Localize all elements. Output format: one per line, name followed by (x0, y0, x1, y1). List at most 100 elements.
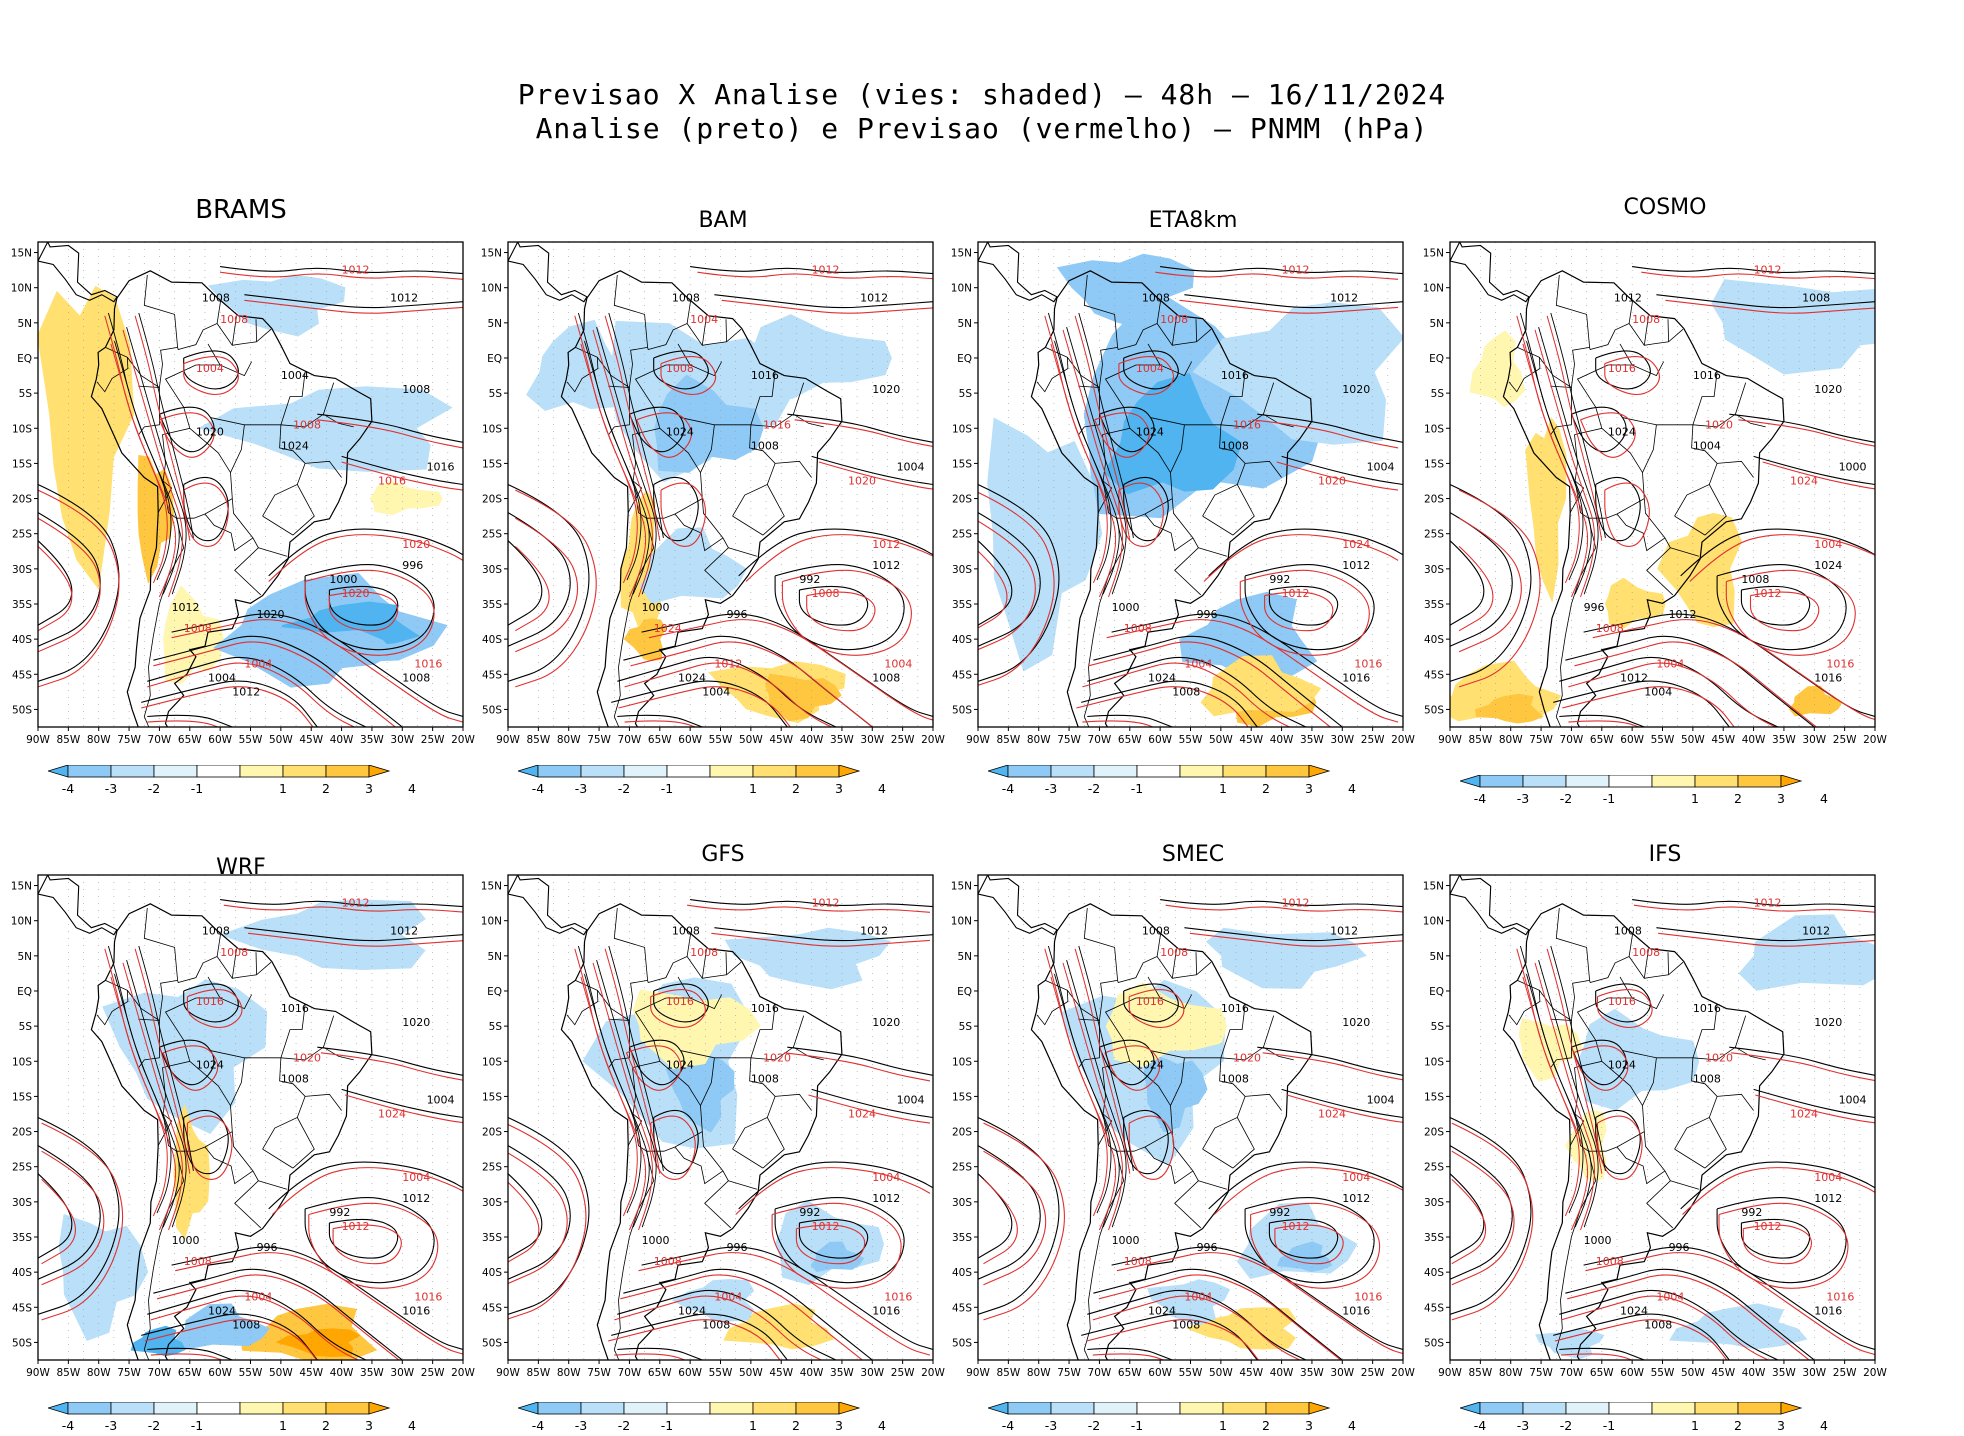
analysis-isobar-label: 1008 (672, 292, 700, 305)
analysis-isobar-label: 1004 (1367, 460, 1395, 473)
country-border (1616, 1146, 1666, 1185)
map-frame: 1008 101210161020102410081004100099699210… (951, 241, 1415, 746)
forecast-isobar (41, 1122, 124, 1321)
colorbar-segment (1265, 765, 1310, 778)
analysis-isobar-label: 1012 (860, 292, 888, 305)
analysis-isobar (1450, 484, 1532, 682)
forecast-isobar (41, 1150, 105, 1286)
colorbar-segment (1479, 775, 1524, 788)
forecast-isobar (978, 550, 1008, 629)
analysis-isobar (328, 585, 399, 626)
country-border (1538, 357, 1572, 388)
analysis-isobar-label: 1008 (751, 439, 779, 452)
lat-tick-label: 35S (952, 1232, 972, 1244)
colorbar-label: -1 (661, 1418, 673, 1433)
lat-tick-label: 10S (952, 1056, 972, 1068)
colorbar: -4 -3 -2 -1 1 2 3 4 (1460, 1402, 1828, 1433)
lon-tick-label: 20W (921, 734, 945, 746)
analysis-isobar-label: 1008 (702, 1318, 730, 1331)
lon-tick-label: 40W (330, 1367, 354, 1379)
country-border (1628, 956, 1684, 979)
analysis-isobar (1087, 1347, 1173, 1360)
lat-tick-label: 10S (12, 1056, 32, 1068)
lon-tick-label: 55W (709, 734, 733, 746)
colorbar-segment (67, 765, 112, 778)
lat-tick-label: 10S (1424, 1056, 1444, 1068)
analysis-isobar (690, 266, 933, 275)
country-border (207, 343, 221, 366)
analysis-isobar (158, 406, 215, 453)
analysis-isobar-label: 992 (329, 1206, 350, 1219)
colorbar-segment (1179, 1402, 1224, 1415)
analysis-isobar (1753, 1088, 1875, 1119)
forecast-isobar-label: 1020 (848, 475, 876, 488)
lat-tick-label: 15N (951, 248, 972, 260)
country-border (686, 956, 742, 979)
lon-tick-label: 70W (148, 1367, 172, 1379)
colorbar-segment (537, 1402, 582, 1415)
bias-shading (1147, 1279, 1231, 1326)
lat-tick-label: 40S (952, 1267, 972, 1279)
forecast-isobar (592, 329, 653, 598)
analysis-isobar (126, 959, 187, 1228)
analysis-isobar-label: 992 (799, 1206, 820, 1219)
forecast-isobar (1762, 461, 1875, 490)
lon-tick-label: 50W (1681, 734, 1705, 746)
analysis-isobar (153, 1268, 403, 1360)
colorbar-segment (1136, 765, 1181, 778)
analysis-isobar (690, 899, 933, 908)
forecast-isobar-label: 1016 (1354, 1290, 1382, 1303)
bias-shading (1577, 1008, 1700, 1111)
country-border (677, 343, 691, 366)
analysis-isobar-label: 1016 (872, 1304, 900, 1317)
forecast-isobar-label: 1008 (1124, 622, 1152, 635)
analysis-isobar (1098, 1039, 1155, 1086)
analysis-isobar (1656, 294, 1875, 309)
colorbar-segment (709, 765, 754, 778)
analysis-isobar (628, 1039, 685, 1086)
colorbar-segment (795, 765, 840, 778)
coastline (560, 270, 843, 727)
forecast-isobar-label: 1012 (714, 657, 742, 670)
lon-tick-label: 50W (739, 1367, 763, 1379)
forecast-isobar (1118, 482, 1164, 547)
forecast-isobar (608, 1319, 781, 1360)
colorbar-segment (666, 765, 711, 778)
lon-tick-label: 40W (800, 1367, 824, 1379)
forecast-isobar (1239, 569, 1370, 656)
colorbar-arrow-right (838, 765, 861, 778)
lon-tick-label: 85W (1468, 734, 1492, 746)
country-border (262, 1148, 294, 1169)
panel-title: GFS (701, 842, 745, 867)
forecast-isobar (162, 1045, 219, 1091)
lat-tick-label: 5N (957, 318, 972, 330)
lat-tick-label: 35S (1424, 599, 1444, 611)
country-border (210, 417, 245, 473)
analysis-isobar (1098, 406, 1155, 453)
country-border (1674, 515, 1706, 536)
forecast-isobar (1262, 1052, 1403, 1081)
forecast-isobar (134, 315, 191, 541)
colorbar-segment (67, 1402, 112, 1415)
forecast-isobar (1092, 1295, 1301, 1360)
colorbar: -4 -3 -2 -1 1 2 3 4 (518, 765, 886, 796)
analysis-isobar (1680, 1161, 1875, 1210)
colorbar-segment (110, 1402, 155, 1415)
forecast-isobar-label: 1016 (414, 657, 442, 670)
lon-tick-label: 65W (1590, 1367, 1614, 1379)
forecast-isobar (147, 720, 220, 727)
colorbar-arrow-left (988, 765, 1009, 778)
coastline (1502, 903, 1785, 1360)
country-border (177, 299, 222, 350)
analysis-isobar (1160, 266, 1403, 275)
forecast-isobar-label: 1008 (220, 946, 248, 959)
forecast-isobar-label: 1024 (1342, 538, 1370, 551)
analysis-isobar (171, 1246, 463, 1351)
forecast-isobar (508, 1152, 568, 1285)
country-border (137, 1018, 160, 1069)
analysis-isobar (596, 326, 657, 595)
analysis-isobar-label: 1000 (1112, 601, 1140, 614)
forecast-isobar (156, 1274, 400, 1360)
country-border (1202, 1057, 1246, 1150)
lat-tick-label: 25S (1424, 1162, 1444, 1174)
